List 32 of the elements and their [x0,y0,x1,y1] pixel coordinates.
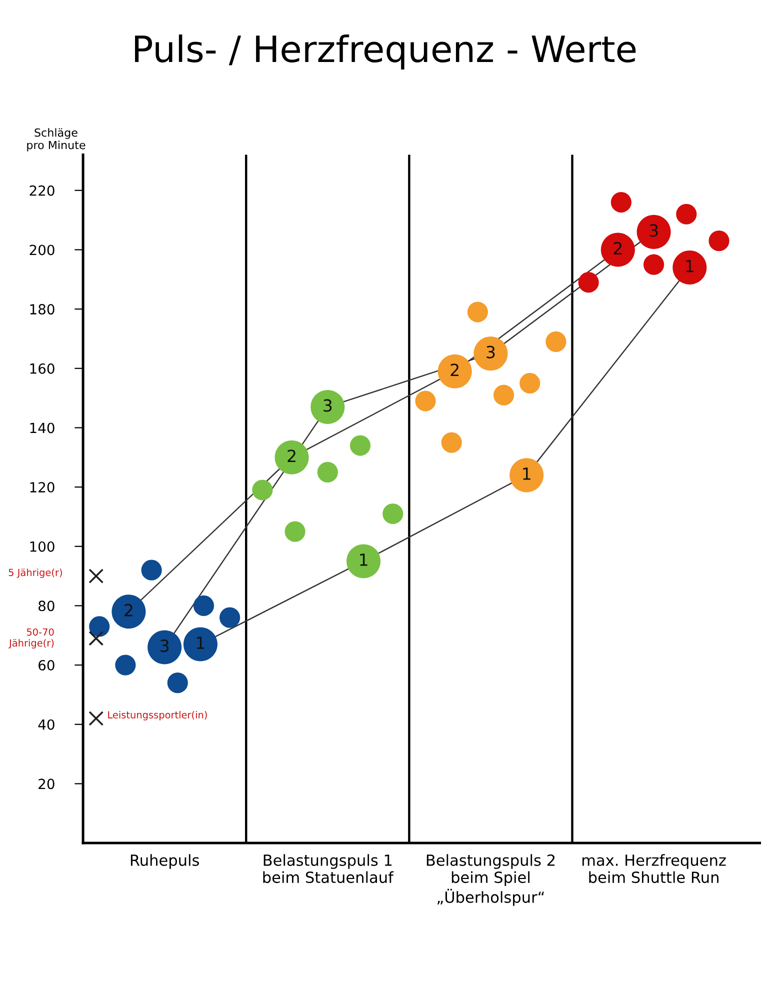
x-tick-label: max. Herzfrequenz beim Shuttle Run [582,854,726,884]
x-tick-label: Ruhepuls [130,854,199,869]
y-axis-title: Schläge pro Minute [27,128,86,152]
y-tick-label: 20 [38,778,54,790]
y-tick-label: 140 [30,422,54,434]
y-tick-label: 220 [30,185,54,196]
y-tick-label: 100 [30,541,54,552]
x-tick-label: Belastungspuls 1 beim Statuenlauf [263,854,394,884]
annotation: Leistungssportler(in) [108,710,207,720]
y-tick-label: 80 [38,600,54,612]
text: 3 [324,399,332,412]
y-tick-label: 120 [30,482,54,493]
series-label: 2 [450,364,458,376]
y-tick-label: 60 [38,660,54,671]
text: 1 [523,468,530,480]
chart-title: Puls- / Herzfrequenz - Werte [135,34,636,70]
text: 2 [124,604,132,616]
text: 3 [160,639,169,652]
y-tick-label: 40 [38,719,54,730]
text: 3 [650,224,658,237]
series-label: 1 [196,636,204,649]
y-tick-label: 200 [30,244,54,256]
text: 50-70 Jährige(r) [8,628,54,648]
y-tick-label: 160 [30,363,54,374]
series-label: 3 [486,346,495,358]
y-tick-label: 180 [30,304,54,315]
text: 1 [686,260,694,272]
x-tick-label: Belastungspuls 2 beim Spiel „Überholspur“ [426,854,554,906]
text: 2 [614,242,622,254]
text: 1 [360,554,368,566]
text: 2 [288,450,296,462]
text: 5 Jährige(r) [8,568,62,578]
